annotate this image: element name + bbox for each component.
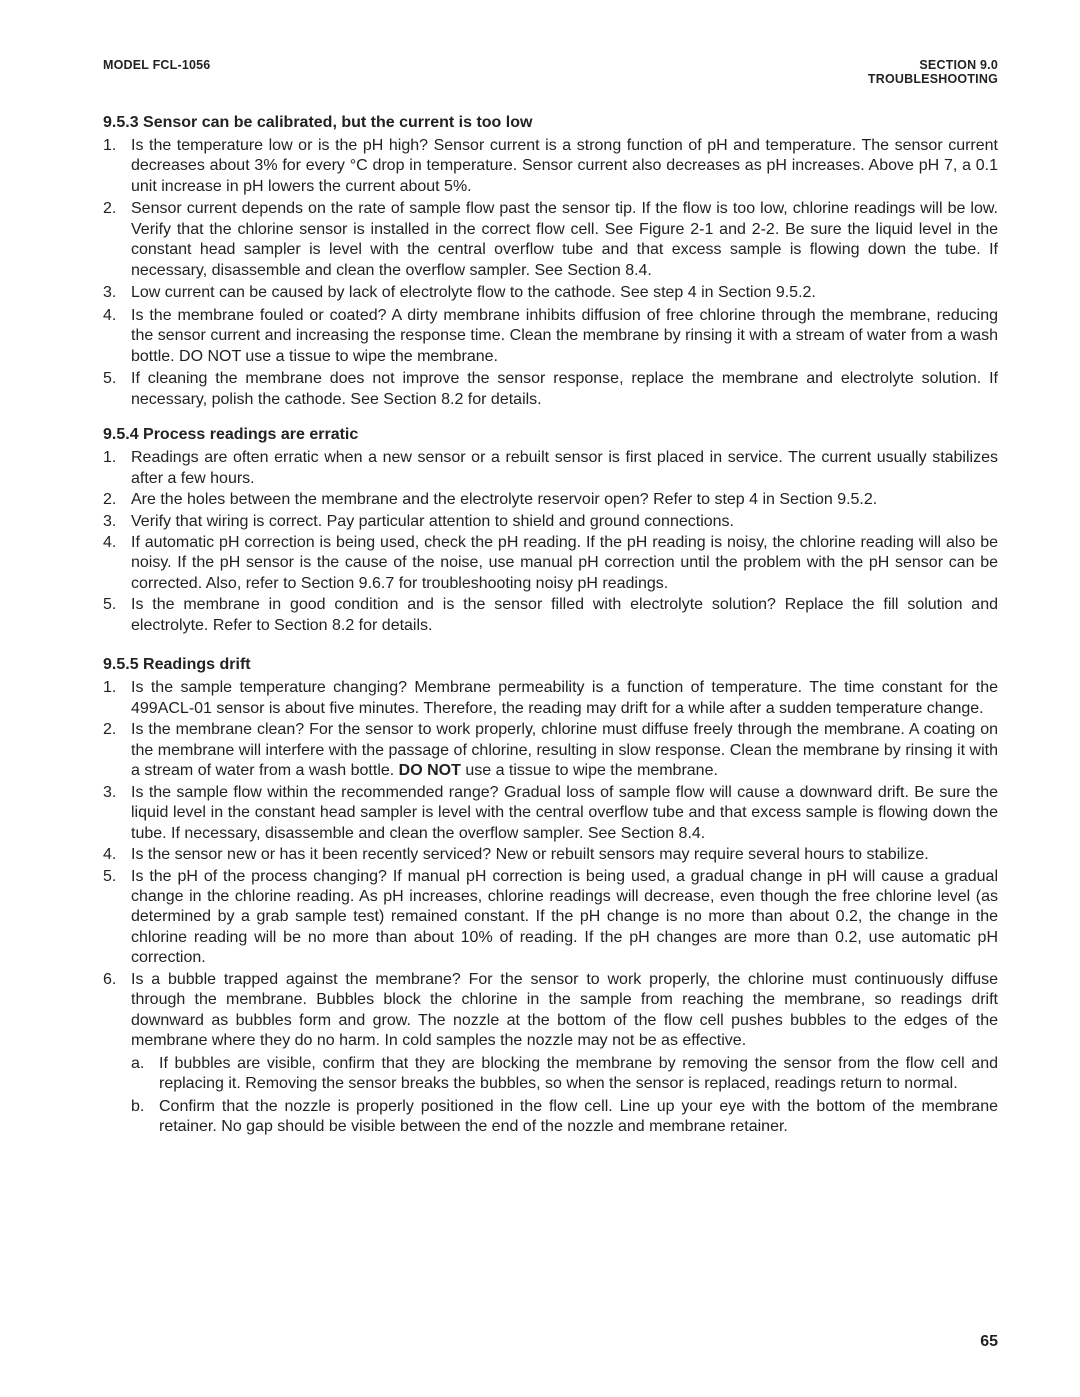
sublist-item: Confirm that the nozzle is properly posi…: [131, 1097, 998, 1138]
list-item: Is the sample flow within the recommende…: [103, 783, 998, 844]
list-item: If cleaning the membrane does not improv…: [103, 369, 998, 410]
page-header: MODEL FCL-1056 SECTION 9.0 TROUBLESHOOTI…: [103, 58, 998, 86]
list-item: Is the membrane fouled or coated? A dirt…: [103, 306, 998, 367]
list-item: Is the pH of the process changing? If ma…: [103, 867, 998, 969]
list-item: Is the sensor new or has it been recentl…: [103, 845, 998, 865]
header-model: MODEL FCL-1056: [103, 58, 210, 72]
header-section: SECTION 9.0: [868, 58, 998, 72]
list-item: If automatic pH correction is being used…: [103, 533, 998, 594]
list-item: Is a bubble trapped against the membrane…: [103, 970, 998, 1138]
heading-954: 9.5.4 Process readings are erratic: [103, 426, 998, 444]
heading-953: 9.5.3 Sensor can be calibrated, but the …: [103, 114, 998, 132]
list-item: Low current can be caused by lack of ele…: [103, 283, 998, 303]
list-item: Are the holes between the membrane and t…: [103, 490, 998, 510]
sublist-955-6: If bubbles are visible, confirm that the…: [131, 1054, 998, 1138]
page-number: 65: [980, 1333, 998, 1351]
list-item: Readings are often erratic when a new se…: [103, 448, 998, 489]
list-item: Is the temperature low or is the pH high…: [103, 136, 998, 197]
list-item: Is the sample temperature changing? Memb…: [103, 678, 998, 719]
header-right: SECTION 9.0 TROUBLESHOOTING: [868, 58, 998, 86]
bold-do-not: DO NOT: [399, 762, 461, 779]
heading-955: 9.5.5 Readings drift: [103, 656, 998, 674]
sublist-item: If bubbles are visible, confirm that the…: [131, 1054, 998, 1095]
list-955: Is the sample temperature changing? Memb…: [103, 678, 998, 1137]
page-root: MODEL FCL-1056 SECTION 9.0 TROUBLESHOOTI…: [0, 0, 1080, 1397]
list-item: Sensor current depends on the rate of sa…: [103, 199, 998, 281]
list-item: Is the membrane clean? For the sensor to…: [103, 720, 998, 781]
header-subsection: TROUBLESHOOTING: [868, 72, 998, 86]
list-item: Is the membrane in good condition and is…: [103, 595, 998, 636]
text-fragment: Is a bubble trapped against the membrane…: [131, 971, 998, 1049]
list-item: Verify that wiring is correct. Pay parti…: [103, 512, 998, 532]
list-953: Is the temperature low or is the pH high…: [103, 136, 998, 410]
text-fragment: use a tissue to wipe the membrane.: [461, 762, 718, 779]
list-954: Readings are often erratic when a new se…: [103, 448, 998, 636]
